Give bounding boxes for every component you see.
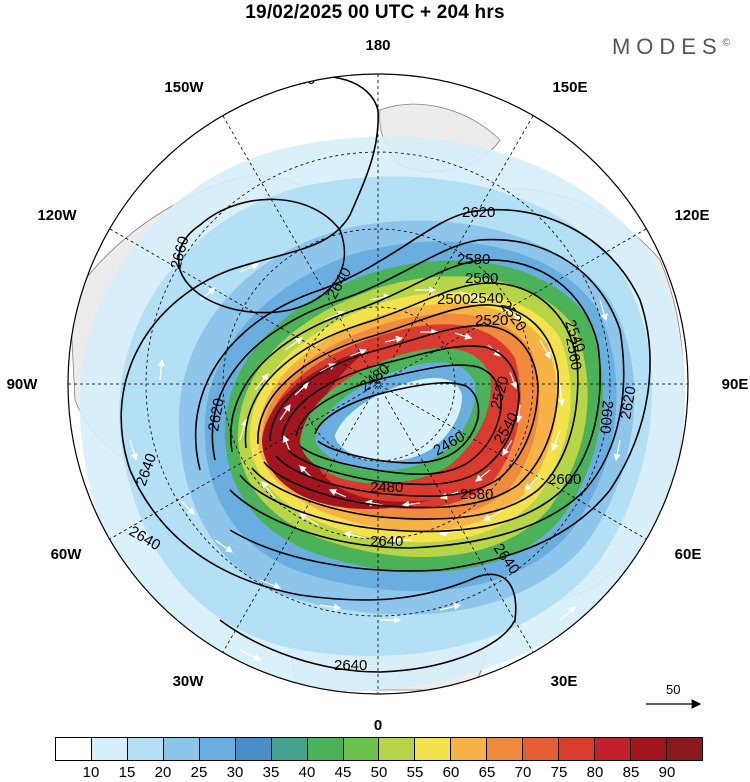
contour-2480 bbox=[295, 364, 502, 476]
colorbar-tick-label: 25 bbox=[190, 764, 208, 781]
contour-label: 2560 bbox=[562, 336, 585, 372]
colorbar-tick-label: 60 bbox=[442, 764, 460, 781]
contour-label-group: 2640 2640 2660 2640 2620 2580 2560 2540 … bbox=[126, 71, 640, 674]
colorbar-swatch bbox=[343, 738, 380, 760]
wind-vectors bbox=[129, 263, 621, 661]
contour-label: 2580 bbox=[457, 251, 490, 268]
colorbar-tick-label: 55 bbox=[406, 764, 424, 781]
lon-label-90w: 90W bbox=[7, 376, 39, 393]
colorbar-tick-label: 20 bbox=[154, 764, 172, 781]
contour-2460 bbox=[314, 382, 480, 464]
colorbar-swatch bbox=[595, 738, 631, 760]
contour-label: 2480 bbox=[370, 479, 403, 496]
reference-arrow-icon bbox=[646, 699, 702, 709]
lon-label-150e: 150E bbox=[552, 79, 587, 96]
contour-label: 2540 bbox=[470, 290, 503, 307]
colorbar-tick-label: 50 bbox=[370, 764, 388, 781]
colorbar-swatch bbox=[559, 738, 596, 760]
colorbar-swatch bbox=[523, 738, 560, 760]
contour-label: 2500 bbox=[437, 291, 470, 308]
colorbar-tick-label: 75 bbox=[550, 764, 568, 781]
colorbar-swatch bbox=[451, 738, 488, 760]
lon-label-90e: 90E bbox=[722, 376, 749, 393]
copyright-mark: © bbox=[722, 37, 730, 49]
contour-2520 bbox=[269, 324, 539, 498]
contour-label: 2520 bbox=[475, 312, 508, 329]
colorbar-swatch bbox=[163, 738, 200, 760]
contour-2540 bbox=[257, 304, 560, 509]
colorbar-swatch bbox=[56, 738, 92, 760]
map-boundary bbox=[67, 73, 689, 695]
meridian-150w-30e bbox=[222, 115, 534, 653]
colorbar-swatch bbox=[666, 738, 702, 760]
longitude-labels: 180 150E 120E 90E 60E 30E 0 30W 60W 90W … bbox=[7, 37, 749, 734]
colorbar-tick-label: 80 bbox=[586, 764, 604, 781]
contour-2500 bbox=[281, 345, 520, 486]
colorbar-tick-label: 15 bbox=[118, 764, 136, 781]
contour-label: 2620 bbox=[462, 204, 495, 221]
map-disk: 2640 2640 2660 2640 2620 2580 2560 2540 … bbox=[68, 71, 688, 694]
colorbar-swatch bbox=[271, 738, 308, 760]
colorbar-tick-label: 35 bbox=[262, 764, 280, 781]
contour-2620 bbox=[194, 208, 651, 572]
colorbar-tick-label: 85 bbox=[622, 764, 640, 781]
colorbar-swatch bbox=[235, 738, 272, 760]
modes-logo: MODES© bbox=[612, 34, 730, 60]
colorbar-swatch bbox=[307, 738, 344, 760]
contour-label: 2600 bbox=[548, 471, 581, 488]
wind-speed-colorbar bbox=[55, 737, 703, 761]
colorbar-tick-labels: 10 15 20 25 30 35 40 45 50 55 60 65 70 75 80 85 90 bbox=[55, 764, 703, 782]
contour-label: 2640 bbox=[282, 71, 315, 88]
colorbar-swatch bbox=[127, 738, 164, 760]
height-contours bbox=[120, 75, 651, 673]
colorbar-tick-label: 45 bbox=[334, 764, 352, 781]
reference-vector: 50 bbox=[644, 682, 706, 712]
colorbar-tick-label: 10 bbox=[82, 764, 100, 781]
colorbar-tick-label: 30 bbox=[226, 764, 244, 781]
contour-label: 2580 bbox=[460, 486, 493, 503]
colorbar-swatch bbox=[415, 738, 452, 760]
reference-vector-label: 50 bbox=[666, 682, 681, 697]
colorbar-tick-label: 70 bbox=[514, 764, 532, 781]
colorbar-tick-label: 40 bbox=[298, 764, 316, 781]
lon-label-120w: 120W bbox=[37, 207, 77, 224]
brand-name: MODES bbox=[611, 34, 723, 59]
contour-2560 bbox=[244, 282, 579, 520]
meridian-150e-30w bbox=[222, 115, 534, 653]
colorbar-swatch bbox=[487, 738, 524, 760]
contour-label: 2620 bbox=[617, 385, 640, 421]
lon-label-0: 0 bbox=[374, 717, 382, 734]
colorbar-swatch bbox=[379, 738, 416, 760]
lon-label-150w: 150W bbox=[164, 79, 204, 96]
meridian-120w-60e bbox=[109, 228, 647, 540]
colorbar-tick-label: 90 bbox=[658, 764, 676, 781]
colorbar-tick-label: 65 bbox=[478, 764, 496, 781]
contour-label: 2560 bbox=[465, 270, 498, 287]
contour-2580 bbox=[229, 259, 601, 533]
contour-label: 2600 bbox=[596, 400, 616, 435]
colorbar-swatch bbox=[91, 738, 128, 760]
contour-label: 2640 bbox=[334, 657, 367, 674]
colorbar-swatch bbox=[631, 738, 667, 760]
wind-speed-shading bbox=[79, 136, 685, 692]
lon-label-180: 180 bbox=[365, 37, 390, 54]
lon-label-30w: 30W bbox=[173, 673, 205, 690]
contour-label: 2620 bbox=[205, 397, 228, 433]
colorbar-swatch bbox=[199, 738, 236, 760]
lon-label-60w: 60W bbox=[51, 546, 83, 563]
lon-label-60e: 60E bbox=[675, 546, 702, 563]
contour-label: 2640 bbox=[370, 533, 403, 550]
contour-2640-outer bbox=[120, 75, 517, 673]
lon-label-120e: 120E bbox=[674, 207, 709, 224]
contour-2660-low bbox=[178, 198, 346, 314]
map-title: 19/02/2025 00 UTC + 204 hrs bbox=[245, 2, 505, 23]
lon-label-30e: 30E bbox=[551, 673, 578, 690]
contour-2600 bbox=[211, 238, 625, 549]
polar-jet-stream-map: 2640 2640 2660 2640 2620 2580 2560 2540 … bbox=[7, 37, 749, 734]
